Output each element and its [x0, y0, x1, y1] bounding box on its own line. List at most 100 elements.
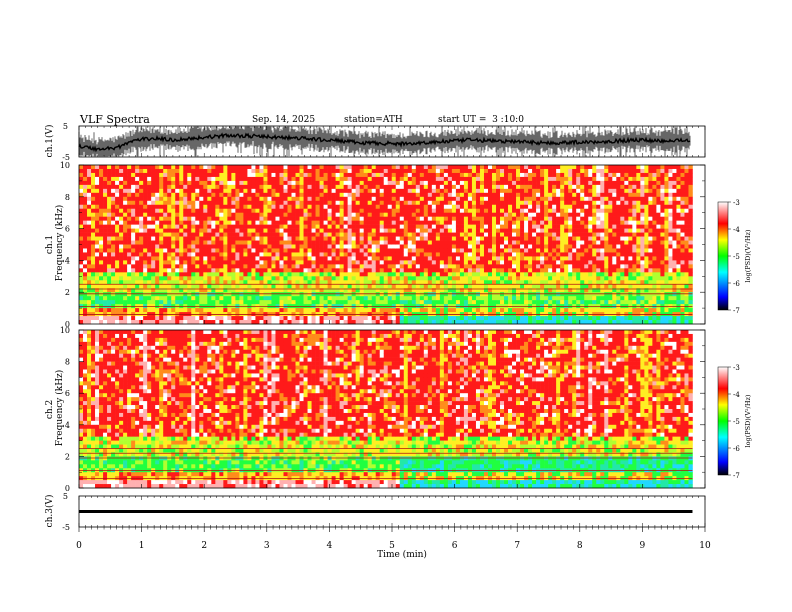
spectrogram-cell	[524, 256, 529, 261]
spectrogram-cell	[187, 188, 192, 194]
ch1-ytick-top: 5	[63, 122, 68, 131]
spectrogram-cell	[199, 264, 204, 269]
spectrogram-cell	[548, 256, 553, 261]
spectrogram-cell	[463, 172, 469, 178]
spectrogram-cell	[199, 292, 204, 297]
spectrogram-cell	[339, 240, 344, 245]
spectrogram-cell	[479, 168, 485, 174]
spectrogram-cell	[327, 228, 332, 233]
spectrogram-cell	[536, 276, 541, 281]
spectrogram-cell	[259, 220, 264, 225]
spectrogram-cell	[451, 180, 457, 186]
spectrogram-cell	[219, 308, 224, 313]
spectrogram-cell	[123, 264, 128, 269]
spectrogram-cell	[231, 240, 236, 245]
spectrogram-cell	[259, 188, 264, 194]
spectrogram-cell	[195, 216, 200, 221]
spectrogram-cell	[299, 264, 304, 269]
spectrogram-cell	[451, 244, 457, 249]
spectrogram-cell	[83, 220, 88, 225]
spectrogram-cell	[135, 220, 140, 225]
spectrogram-cell	[451, 184, 457, 190]
spectrogram-cell	[239, 296, 244, 301]
spectrogram-cell	[275, 172, 280, 178]
spectrogram-cell	[508, 184, 513, 190]
spectrogram-cell	[119, 184, 124, 190]
spectrogram-cell	[223, 196, 228, 202]
spectrogram-cell	[496, 176, 501, 182]
spectrogram-cell	[207, 165, 212, 170]
spectrogram-cell	[159, 280, 164, 285]
spectrogram-cell	[263, 288, 268, 293]
spectrogram-cell	[548, 268, 553, 273]
spectrogram-cell	[415, 196, 421, 202]
spectrogram-cell	[295, 256, 300, 261]
spectrogram-cell	[552, 248, 557, 253]
spectrogram-cell	[459, 248, 465, 253]
spectrogram-cell	[179, 192, 184, 198]
spectrogram-cell	[175, 232, 180, 237]
spectrogram-cell	[271, 272, 276, 277]
spectrogram-cell	[500, 256, 505, 261]
spectrogram-cell	[191, 280, 196, 285]
spectrogram-cell	[435, 204, 441, 210]
spectrogram-cell	[175, 288, 180, 293]
spectrogram-cell	[311, 220, 316, 225]
spectrogram-cell	[183, 240, 188, 245]
spectrogram-cell	[303, 224, 308, 229]
spectrogram-cell	[556, 204, 561, 210]
spectrogram-cell	[147, 232, 152, 237]
spectrogram-cell	[163, 224, 168, 229]
spectrogram-cell	[455, 300, 461, 305]
spectrogram-cell	[335, 288, 340, 293]
spectrogram-cell	[187, 192, 192, 198]
spectrogram-cell	[524, 220, 529, 225]
spectrogram-cell	[375, 272, 381, 277]
spectrogram-cell	[467, 184, 473, 190]
spectrogram-cell	[303, 212, 308, 217]
spectrogram-cell	[447, 196, 453, 202]
spectrogram-cell	[319, 236, 324, 241]
spectrogram-cell	[459, 196, 465, 202]
spectrogram-cell	[303, 204, 308, 210]
spectrogram-cell	[291, 232, 296, 237]
spectrogram-cell	[524, 192, 529, 198]
spectrogram-cell	[207, 292, 212, 297]
spectrogram-cell	[335, 200, 340, 206]
spectrogram-cell	[215, 268, 220, 273]
spectrogram-cell	[351, 308, 356, 313]
spectrogram-cell	[223, 172, 228, 178]
spectrogram-cell	[139, 220, 144, 225]
spectrogram-cell	[311, 232, 316, 237]
spectrogram-cell	[227, 272, 232, 277]
spectrogram-cell	[151, 316, 156, 321]
spectrogram-cell	[199, 176, 204, 182]
spectrogram-cell	[335, 172, 340, 178]
spectrogram-cell	[87, 180, 92, 186]
spectrogram-cell	[239, 180, 244, 186]
spectrogram-cell	[99, 276, 104, 281]
spectrogram-cell	[259, 200, 264, 206]
spectrogram-cell	[79, 264, 84, 269]
spectrogram-cell	[159, 216, 164, 221]
spectrogram-cell	[475, 280, 481, 285]
spectrogram-cell	[331, 204, 336, 210]
spectrogram-cell	[395, 200, 401, 206]
spectrogram-cell	[455, 232, 461, 237]
spectrogram-cell	[163, 276, 168, 281]
spectrogram-cell	[295, 184, 300, 190]
spectrogram-cell	[371, 192, 377, 198]
spectrogram-cell	[175, 300, 180, 305]
spectrogram-cell	[540, 208, 545, 213]
spectrogram-cell	[115, 228, 120, 233]
spectrogram-cell	[295, 320, 300, 325]
spectrogram-cell	[516, 212, 521, 217]
spectrogram-cell	[155, 248, 160, 253]
spectrogram-cell	[103, 260, 108, 265]
spectrogram-cell	[459, 244, 465, 249]
spectrogram-cell	[175, 168, 180, 174]
spectrogram-cell	[487, 320, 493, 325]
spectrogram-cell	[548, 292, 553, 297]
spectrogram-cell	[131, 272, 136, 277]
spectrogram-cell	[439, 180, 445, 186]
